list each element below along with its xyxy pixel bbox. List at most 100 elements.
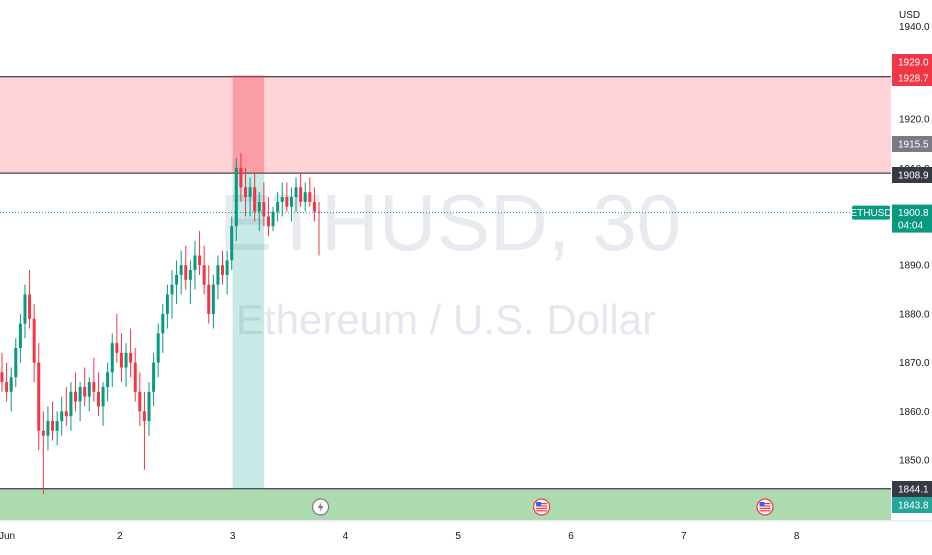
candle-body: [138, 391, 142, 412]
candle-body: [299, 187, 303, 202]
candle: [179, 250, 183, 295]
candle-body: [92, 382, 96, 392]
price-tag-label: 1908.9: [898, 171, 929, 182]
time-axis[interactable]: Jun 2 3 4 5 6 7 8: [0, 520, 932, 542]
candle: [142, 391, 146, 470]
candle-body: [221, 265, 225, 275]
y-tick-label: 1880.0: [899, 309, 930, 320]
candle: [0, 352, 4, 392]
candle: [285, 182, 289, 212]
candle: [14, 338, 18, 387]
candle: [37, 343, 41, 451]
candle-body: [207, 284, 211, 314]
price-tag-label: 1929.0: [898, 58, 929, 69]
candle: [216, 255, 220, 300]
candle: [308, 177, 312, 207]
candle-body: [0, 372, 4, 383]
last-price-box: [892, 204, 932, 233]
candle: [234, 158, 238, 241]
events-layer[interactable]: [311, 498, 774, 516]
currency-label: USD: [899, 10, 920, 21]
candle: [170, 270, 174, 319]
us-flag-icon[interactable]: [533, 498, 551, 516]
candle-body: [276, 201, 280, 212]
candles-layer: [0, 153, 321, 495]
lightning-icon[interactable]: [311, 498, 330, 516]
candle-body: [165, 294, 169, 314]
demand-zone[interactable]: [0, 488, 891, 520]
candle: [271, 206, 275, 232]
candle: [115, 313, 119, 363]
candle-body: [188, 270, 192, 280]
candle-body: [280, 197, 284, 202]
candle: [202, 245, 206, 295]
candle: [60, 396, 64, 436]
candle-body: [184, 265, 188, 280]
x-tick-label: 4: [343, 531, 349, 542]
candle-body: [32, 318, 36, 363]
candle: [276, 192, 280, 222]
candle-body: [9, 377, 13, 392]
candle-body: [18, 323, 22, 348]
candle-body: [253, 187, 257, 212]
candle: [253, 172, 257, 222]
candle: [9, 367, 13, 412]
symbol-tag: [852, 205, 890, 220]
candle: [92, 357, 96, 402]
price-axis[interactable]: USD 1940.0 1850.0 1860.0 1870.0 1880.0 1890.…: [892, 10, 932, 513]
x-tick-label: 8: [794, 531, 800, 542]
price-tag: [892, 54, 932, 70]
candle: [106, 362, 110, 402]
candle: [28, 270, 32, 329]
candle-body: [216, 265, 220, 285]
x-tick-label: Jun: [0, 531, 15, 542]
candle-body: [152, 362, 156, 392]
candle: [239, 153, 243, 202]
candle: [119, 333, 123, 383]
supply-zone[interactable]: [0, 76, 891, 174]
candle-body: [37, 362, 41, 431]
candle-body: [230, 226, 234, 261]
candle-body: [156, 333, 160, 363]
us-flag-icon[interactable]: [756, 498, 774, 516]
candle: [312, 187, 316, 222]
candle-body: [202, 265, 206, 285]
candle-body: [266, 216, 270, 227]
candle: [165, 284, 169, 329]
candle: [266, 197, 270, 236]
price-tag: [892, 70, 932, 86]
candle-body: [28, 294, 32, 319]
candle-body: [243, 187, 247, 198]
y-tick-label: 1860.0: [899, 407, 930, 418]
candle: [156, 323, 160, 378]
short-position-stop-area[interactable]: [232, 75, 265, 174]
symbol-tag-label: ETHUSD: [850, 208, 891, 219]
candle: [299, 172, 303, 207]
candle-body: [198, 255, 202, 266]
candle: [175, 260, 179, 305]
price-tag: [892, 481, 932, 497]
candle: [188, 260, 192, 305]
candle-body: [193, 255, 197, 271]
candle: [41, 411, 45, 495]
candle: [147, 382, 151, 436]
candle: [248, 177, 252, 217]
candle: [243, 167, 247, 217]
candle: [78, 382, 82, 422]
candle: [18, 313, 22, 363]
candle-body: [133, 362, 137, 392]
candle-body: [23, 294, 27, 324]
candle: [138, 372, 142, 426]
candle-body: [78, 386, 82, 402]
price-tag: [892, 167, 932, 183]
candle-body: [101, 386, 105, 407]
candle-body: [211, 284, 215, 314]
candle: [198, 231, 202, 275]
candle-body: [239, 167, 243, 188]
candle-body: [87, 382, 91, 397]
candle-body: [147, 391, 151, 422]
candle: [184, 245, 188, 290]
last-price-value: 1900.8: [898, 208, 929, 219]
